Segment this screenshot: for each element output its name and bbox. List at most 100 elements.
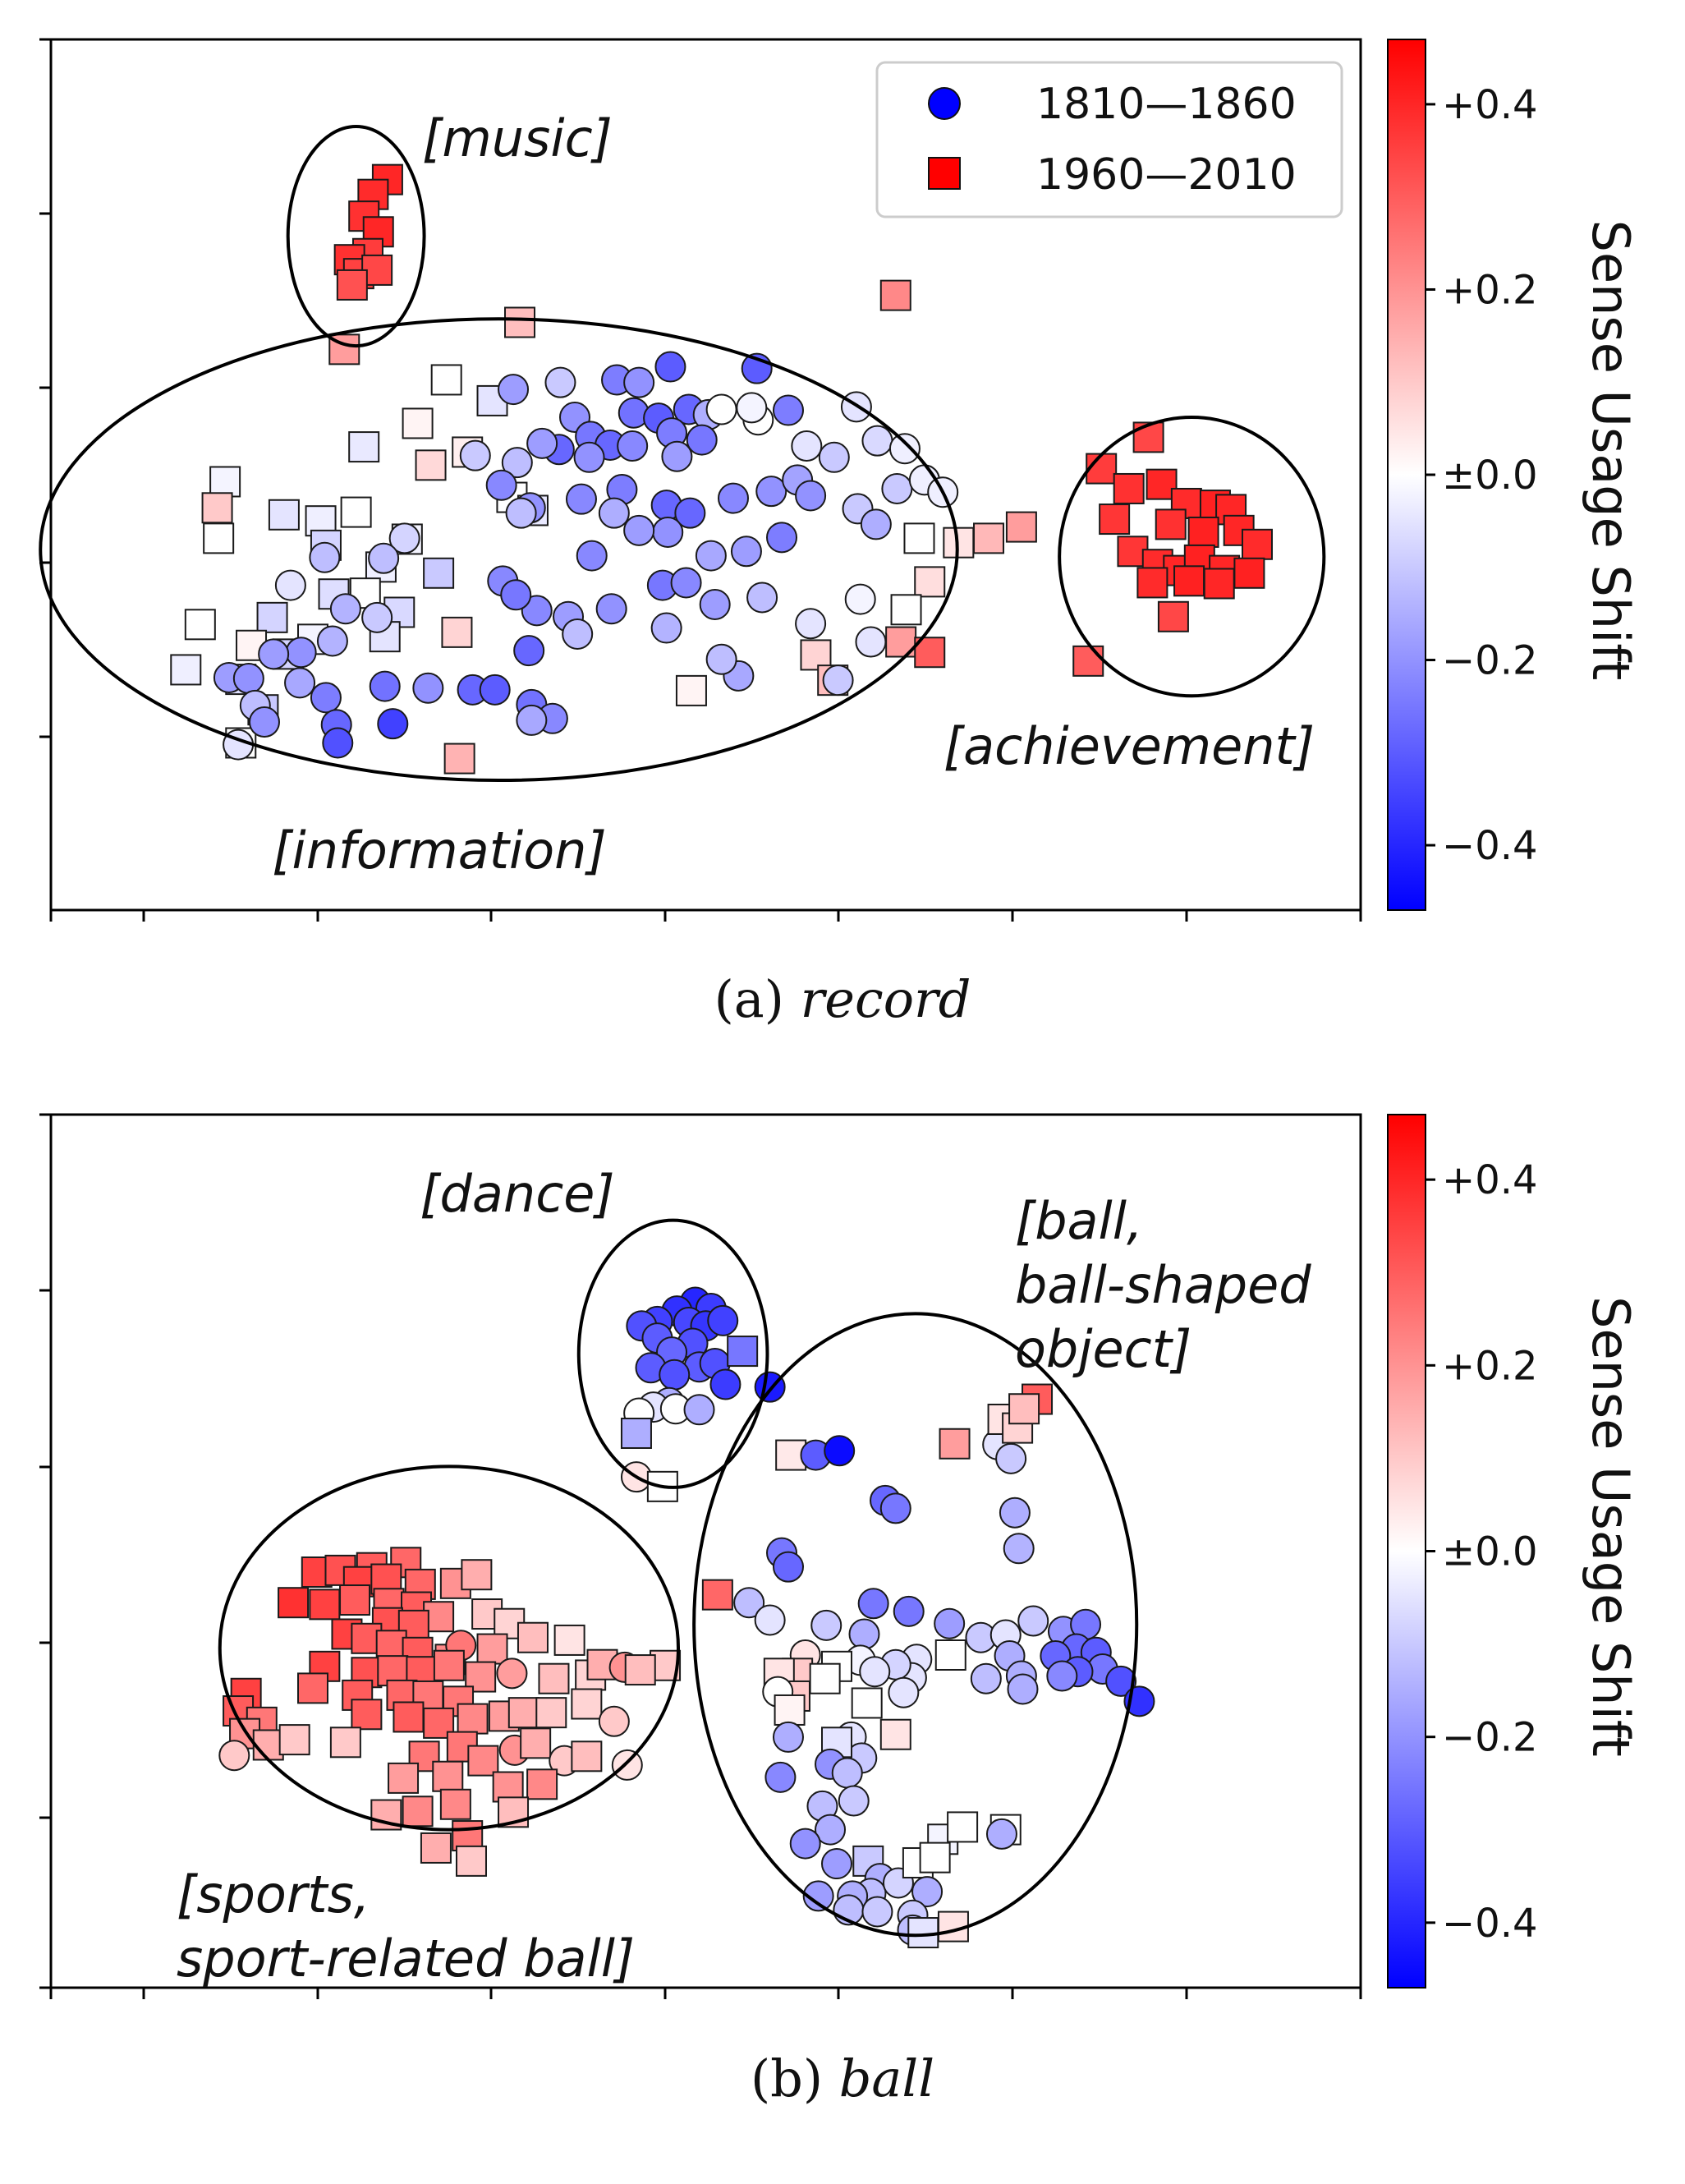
colorbar-title: Sense Usage Shift <box>1581 1296 1641 1757</box>
data-point-1960-2010 <box>553 1624 585 1656</box>
data-point-1960-2010 <box>809 1662 841 1694</box>
data-point-1810-1860 <box>310 682 342 714</box>
data-point-1960-2010 <box>203 522 235 554</box>
data-point-1810-1860 <box>565 483 597 515</box>
data-point-1960-2010 <box>774 1694 806 1726</box>
cluster-label-line: [achievement] <box>944 716 1315 776</box>
data-point-1810-1860 <box>705 643 737 675</box>
data-point-1960-2010 <box>441 616 473 648</box>
data-point-1960-2010 <box>432 1760 464 1792</box>
legend-label-1810-1860: 1810—1860 <box>1036 80 1297 129</box>
colorbar-tick-label: +0.2 <box>1442 267 1538 313</box>
data-point-1960-2010 <box>701 1579 733 1611</box>
data-point-1810-1860 <box>659 1359 691 1391</box>
data-point-1810-1860 <box>611 1749 643 1781</box>
data-point-1810-1860 <box>857 1588 889 1620</box>
data-point-1810-1860 <box>838 1785 870 1817</box>
data-point-1810-1860 <box>562 618 594 650</box>
cluster-label: [music] <box>422 108 613 168</box>
data-point-1810-1860 <box>888 1676 920 1708</box>
cluster-label-line: object] <box>1015 1319 1191 1379</box>
data-point-1810-1860 <box>733 1587 765 1619</box>
data-point-1960-2010 <box>184 609 216 641</box>
data-point-1810-1860 <box>831 1757 863 1789</box>
data-point-1960-2010 <box>919 1841 951 1874</box>
colorbar-tick-label: +0.2 <box>1442 1343 1538 1389</box>
caption-ball-prefix: (b) <box>751 2048 839 2108</box>
data-point-1810-1860 <box>274 569 306 601</box>
data-point-1810-1860 <box>1046 1660 1078 1692</box>
data-point-1960-2010 <box>1233 557 1265 589</box>
legend-square-marker <box>928 157 961 190</box>
data-point-1810-1860 <box>911 1876 944 1908</box>
data-point-1960-2010 <box>520 1727 552 1759</box>
data-point-1960-2010 <box>268 499 300 531</box>
data-point-1960-2010 <box>443 743 475 775</box>
data-point-1960-2010 <box>1072 645 1104 677</box>
data-point-1810-1860 <box>860 508 892 540</box>
data-point-1810-1860 <box>505 497 537 529</box>
data-point-1960-2010 <box>1136 567 1168 599</box>
data-point-1810-1860 <box>709 1368 741 1400</box>
data-point-1960-2010 <box>526 1768 558 1800</box>
caption-ball: (b) ball <box>751 2048 934 2108</box>
data-point-1960-2010 <box>624 1654 656 1686</box>
data-point-1810-1860 <box>248 706 280 738</box>
data-point-1810-1860 <box>844 583 876 615</box>
data-point-1960-2010 <box>890 594 922 626</box>
data-point-1960-2010 <box>455 1845 487 1877</box>
data-point-1960-2010 <box>1086 453 1118 485</box>
cluster-ellipse <box>576 1218 769 1489</box>
clusters-ball <box>218 1218 1139 1938</box>
data-point-1960-2010 <box>947 1811 979 1843</box>
data-point-1810-1860 <box>1017 1605 1049 1637</box>
data-point-1810-1860 <box>661 440 693 472</box>
data-point-1810-1860 <box>755 476 787 508</box>
colorbar-tick-label: −0.4 <box>1442 823 1538 869</box>
data-point-1810-1860 <box>361 601 393 633</box>
data-point-1810-1860 <box>766 522 798 554</box>
data-point-1810-1860 <box>576 540 608 572</box>
data-point-1810-1860 <box>377 708 409 740</box>
data-point-1810-1860 <box>368 542 400 574</box>
data-point-1960-2010 <box>973 522 1005 554</box>
data-point-1810-1860 <box>526 427 558 459</box>
data-point-1810-1860 <box>893 1595 925 1627</box>
data-point-1960-2010 <box>1099 503 1131 536</box>
data-point-1960-2010 <box>309 1650 341 1682</box>
data-point-1960-2010 <box>903 522 935 554</box>
data-point-1810-1860 <box>459 439 491 471</box>
data-point-1960-2010 <box>1008 1393 1040 1425</box>
data-point-1810-1860 <box>699 588 731 620</box>
colorbar-gradient <box>1387 1114 1426 1989</box>
data-point-1960-2010 <box>402 1795 434 1828</box>
data-point-1810-1860 <box>513 635 545 667</box>
data-point-1810-1860 <box>795 480 827 512</box>
data-point-1810-1860 <box>598 497 630 529</box>
cluster-label: [ball, ball-shaped object] <box>1015 1191 1311 1379</box>
data-point-1960-2010 <box>209 466 241 498</box>
data-point-1960-2010 <box>507 1697 539 1729</box>
data-point-1960-2010 <box>620 1417 652 1449</box>
data-point-1810-1860 <box>985 1818 1017 1850</box>
data-point-1960-2010 <box>423 557 455 589</box>
data-point-1960-2010 <box>1173 565 1205 597</box>
data-point-1810-1860 <box>821 1848 852 1880</box>
cluster-label-line: [music] <box>422 108 613 168</box>
data-point-1810-1860 <box>501 447 533 479</box>
data-point-1960-2010 <box>1005 511 1037 543</box>
data-point-1960-2010 <box>339 1584 371 1616</box>
data-point-1810-1860 <box>496 1658 528 1690</box>
data-point-1810-1860 <box>1105 1665 1137 1697</box>
data-point-1810-1860 <box>970 1662 1002 1694</box>
caption-ball-word: ball <box>839 2048 934 2108</box>
data-point-1960-2010 <box>201 492 233 524</box>
data-point-1960-2010 <box>675 674 707 706</box>
data-point-1810-1860 <box>498 374 530 406</box>
data-point-1960-2010 <box>914 637 946 669</box>
data-point-1810-1860 <box>717 482 749 514</box>
data-point-1810-1860 <box>686 424 718 456</box>
data-point-1810-1860 <box>818 441 850 473</box>
cluster-label-line: [ball, <box>1015 1191 1143 1251</box>
